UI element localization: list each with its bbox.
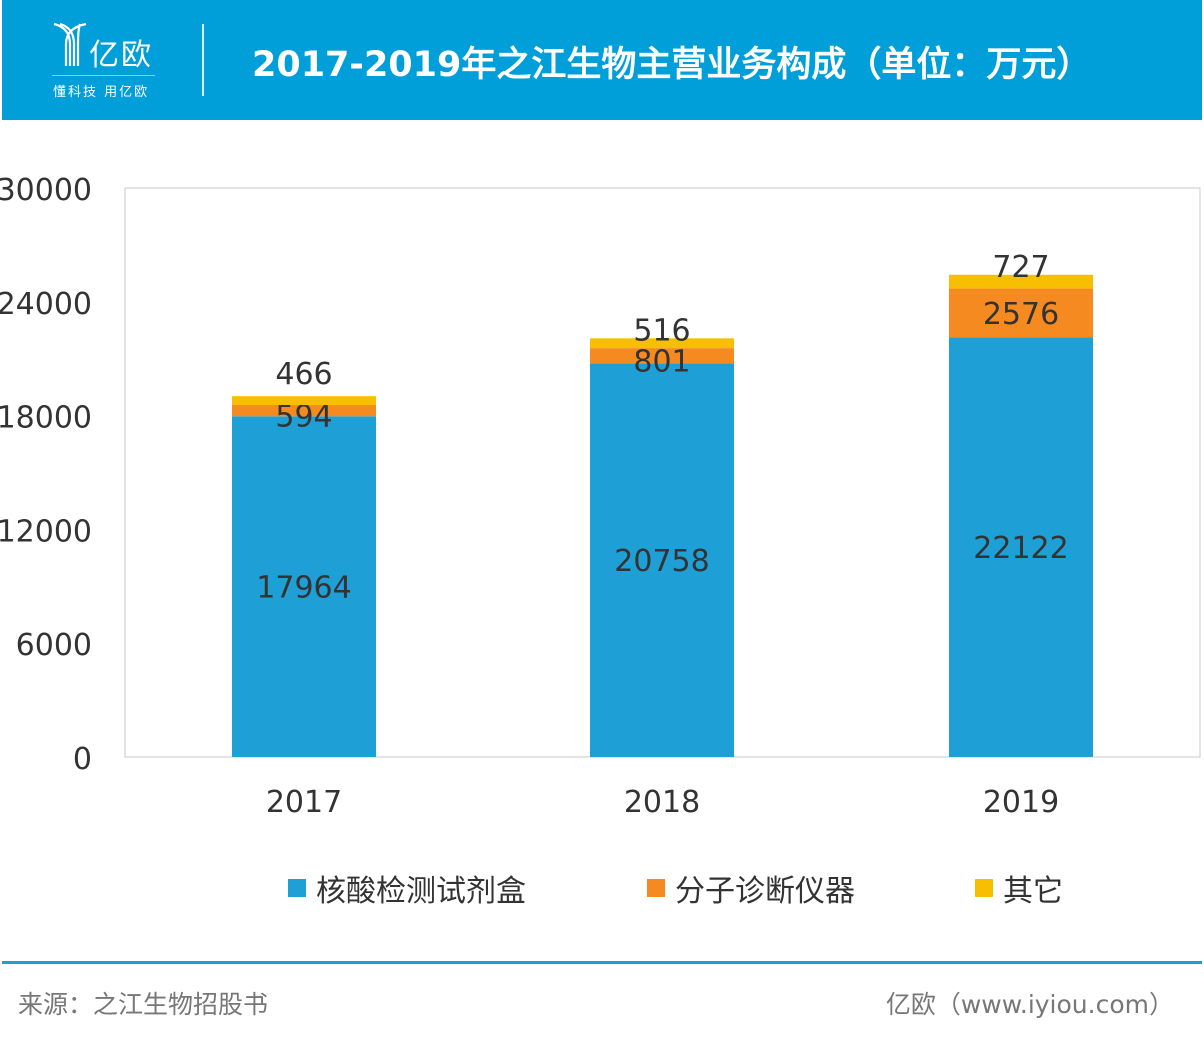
y-tick-label: 18000 bbox=[0, 401, 92, 436]
bar-segment bbox=[590, 348, 734, 364]
data-label: 727 bbox=[992, 250, 1049, 285]
y-tick-label: 0 bbox=[73, 742, 92, 777]
data-label: 17964 bbox=[256, 571, 351, 606]
bar-segment bbox=[232, 405, 376, 417]
bar-segment bbox=[232, 396, 376, 406]
footer-divider bbox=[2, 961, 1202, 964]
data-label: 801 bbox=[633, 345, 690, 380]
chart-title: 2017-2019年之江生物主营业务构成（单位：万元） bbox=[252, 45, 1092, 85]
legend-label: 其它 bbox=[1003, 874, 1063, 909]
x-tick-label: 2017 bbox=[266, 785, 342, 820]
x-tick-label: 2019 bbox=[983, 785, 1059, 820]
data-label: 516 bbox=[633, 313, 690, 348]
data-label: 2576 bbox=[983, 297, 1059, 332]
y-tick-label: 12000 bbox=[0, 514, 92, 549]
y-tick-label: 6000 bbox=[16, 628, 92, 663]
y-tick-label: 24000 bbox=[0, 287, 92, 322]
source-note: 来源：之江生物招股书 bbox=[18, 990, 269, 1019]
data-label: 20758 bbox=[614, 544, 709, 579]
y-tick-label: 30000 bbox=[0, 173, 92, 208]
header-banner: 亿欧 懂科技 用亿欧 2017-2019年之江生物主营业务构成（单位：万元） bbox=[2, 0, 1202, 120]
legend-item-kits: 核酸检测试剂盒 bbox=[288, 866, 526, 910]
legend-label: 核酸检测试剂盒 bbox=[316, 874, 526, 909]
bar-segment bbox=[949, 337, 1093, 757]
legend-swatch bbox=[975, 879, 993, 897]
legend-item-instruments: 分子诊断仪器 bbox=[647, 866, 855, 910]
legend-swatch bbox=[288, 879, 306, 897]
logo-divider bbox=[52, 75, 155, 76]
x-tick-label: 2018 bbox=[624, 785, 700, 820]
logo-slogan: 懂科技 用亿欧 bbox=[53, 85, 150, 100]
brand-note: 亿欧（www.iyiou.com） bbox=[885, 990, 1174, 1019]
bar-segment bbox=[590, 363, 734, 757]
bar-segment bbox=[949, 288, 1093, 338]
legend-label: 分子诊断仪器 bbox=[675, 874, 855, 909]
legend-item-other: 其它 bbox=[975, 866, 1063, 910]
data-label: 594 bbox=[275, 400, 332, 435]
stacked-bar-chart: 0 6000 12000 18000 24000 30000 17964 594 466 207… bbox=[0, 173, 1201, 820]
data-label: 466 bbox=[275, 357, 332, 392]
bar-segment bbox=[232, 416, 376, 757]
legend-swatch bbox=[647, 879, 665, 897]
data-label: 22122 bbox=[973, 531, 1068, 566]
header-divider bbox=[202, 24, 204, 96]
bar-segment bbox=[590, 338, 734, 349]
bar-segment bbox=[949, 274, 1093, 289]
logo-text: 亿欧 bbox=[89, 38, 153, 73]
yiou-logo-icon bbox=[53, 22, 87, 66]
